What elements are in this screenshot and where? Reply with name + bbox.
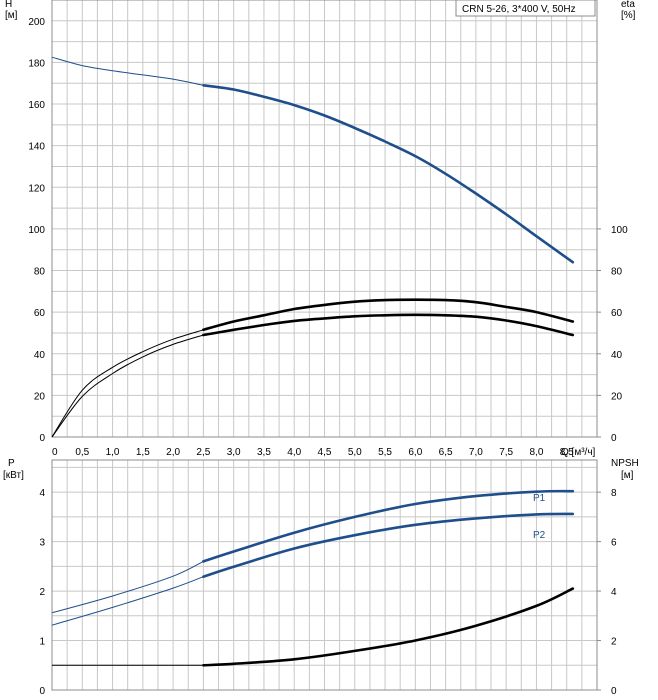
title-box	[455, 0, 596, 17]
bottom-right-tick-label: 6	[611, 538, 617, 549]
top-right-tick-label: 20	[611, 391, 623, 402]
x-tick-label: 1,0	[106, 447, 120, 458]
top-left-tick-label: 120	[28, 183, 45, 194]
bottom-right-tick-label: 2	[611, 637, 617, 648]
top-left-axis-label-2: [м]	[5, 10, 18, 21]
bottom-right-tick-label: 8	[611, 488, 617, 499]
x-tick-label: 2,5	[196, 447, 210, 458]
p2-curve-thin	[51, 576, 204, 626]
x-tick-label: 5,5	[378, 447, 392, 458]
top-right-tick-label: 80	[611, 267, 623, 278]
eta-pump-curve-thin	[51, 329, 204, 438]
head-efficiency-chart: 0 20 40 60 80 100 120 140 160 180 200 0 20 40 60 80 100 0…	[5, 0, 636, 458]
p1-curve-thin	[51, 560, 204, 614]
h-curve-bold	[202, 84, 575, 264]
bottom-grid	[52, 460, 597, 690]
x-tick-label: 4,0	[287, 447, 301, 458]
x-tick-label: 1,5	[136, 447, 150, 458]
p1-curve-label: P1	[533, 493, 546, 504]
top-right-axis-label-2: [%]	[621, 10, 636, 21]
top-left-tick-label: 100	[28, 225, 45, 236]
top-left-tick-label: 80	[34, 267, 46, 278]
top-left-tick-label: 40	[34, 350, 46, 361]
top-right-tick-label: 60	[611, 308, 623, 319]
x-tick-label: 0,5	[75, 447, 89, 458]
bottom-right-tick-label: 0	[611, 686, 617, 697]
x-tick-label: 5,0	[348, 447, 362, 458]
x-tick-label: 7,5	[499, 447, 513, 458]
eta-total-curve-thin	[51, 334, 204, 438]
bottom-curves	[51, 489, 575, 667]
top-left-tick-label: 160	[28, 100, 45, 111]
p1-curve-bold	[202, 489, 575, 563]
bottom-left-axis-label-1: P	[8, 458, 15, 469]
top-right-tick-label: 100	[611, 225, 628, 236]
x-tick-label: 6,5	[439, 447, 453, 458]
top-left-tick-label: 20	[34, 391, 46, 402]
eta-total-curve-bold	[202, 313, 575, 337]
x-tick-label: 3,5	[257, 447, 271, 458]
top-left-axis-label-1: H	[5, 0, 12, 10]
power-npsh-chart: 0 1 2 3 4 0 2 4 6 8 P [кВт] NPSH [м] P1 P2	[3, 458, 639, 697]
top-plot-frame	[51, 0, 598, 438]
bottom-plot-frame	[51, 459, 598, 691]
x-tick-label: 0	[52, 447, 58, 458]
bottom-left-tick-label: 3	[39, 538, 45, 549]
bottom-left-tick-label: 1	[39, 637, 45, 648]
bottom-right-axis-label-1: NPSH	[611, 458, 639, 469]
bottom-left-axis-label-2: [кВт]	[3, 470, 24, 481]
top-left-tick-label: 180	[28, 58, 45, 69]
top-left-tick-label: 60	[34, 308, 46, 319]
x-tick-label: 8,0	[529, 447, 543, 458]
bottom-left-tick-label: 2	[39, 587, 45, 598]
p2-curve-label: P2	[533, 530, 546, 541]
npsh-curve-bold	[202, 587, 575, 667]
top-curves	[51, 56, 575, 438]
top-grid	[52, 0, 597, 437]
top-right-tick-label: 40	[611, 350, 623, 361]
chart-title: CRN 5-26, 3*400 V, 50Hz	[462, 4, 576, 15]
bottom-right-tick-label: 4	[611, 587, 617, 598]
h-curve-thin	[51, 56, 204, 86]
top-left-tick-label: 0	[39, 433, 45, 444]
x-tick-label: 7,0	[469, 447, 483, 458]
x-tick-label: 2,0	[166, 447, 180, 458]
bottom-left-tick-label: 4	[39, 488, 45, 499]
p2-curve-bold	[202, 512, 575, 578]
x-axis-label: Q [м³/ч]	[561, 447, 596, 458]
top-left-tick-label: 140	[28, 142, 45, 153]
x-tick-label: 6,0	[408, 447, 422, 458]
eta-pump-curve-bold	[202, 298, 575, 332]
top-tick-labels: 0 20 40 60 80 100 120 140 160 180 200 0 20 40 60 80 100 0…	[28, 17, 628, 458]
bottom-right-axis-label-2: [м]	[621, 470, 634, 481]
x-tick-label: 3,0	[227, 447, 241, 458]
top-right-tick-label: 0	[611, 433, 617, 444]
top-left-tick-label: 200	[28, 17, 45, 28]
bottom-tick-labels: 0 1 2 3 4 0 2 4 6 8	[39, 488, 617, 697]
bottom-left-tick-label: 0	[39, 686, 45, 697]
x-tick-label: 4,5	[318, 447, 332, 458]
x-tick-label: 8,5	[560, 447, 574, 458]
top-right-axis-label-1: eta	[621, 0, 635, 10]
